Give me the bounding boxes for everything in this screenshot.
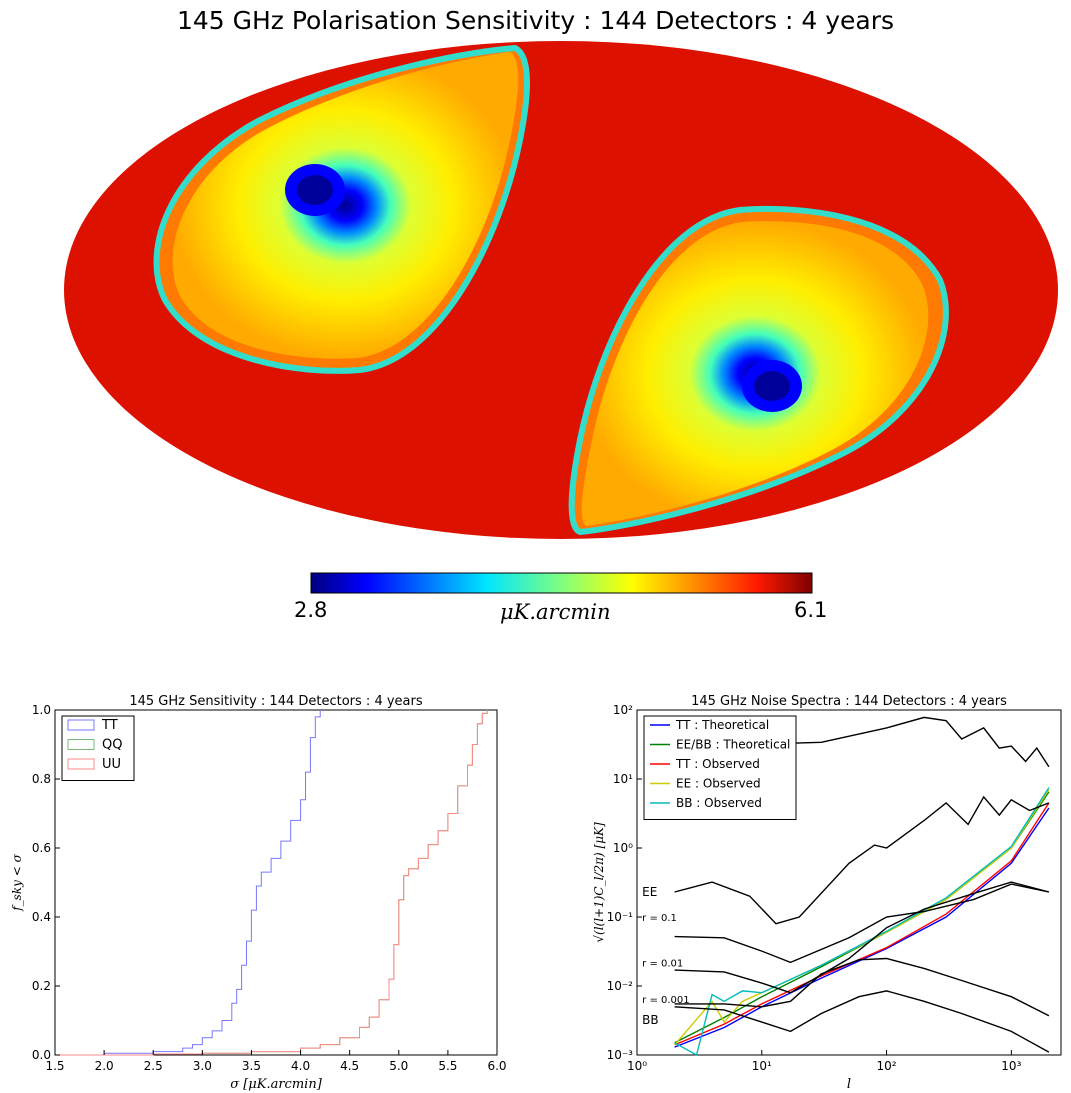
x-tick-label: 10⁰: [627, 1059, 647, 1073]
plot-frame: [636, 709, 1062, 1056]
legend-swatch: [67, 739, 95, 750]
x-tick-label: 4.5: [340, 1059, 359, 1073]
y-tick-label: 10⁻¹: [607, 910, 634, 924]
y-axis-label: f_sky < σ: [10, 853, 24, 911]
series-line-3: [674, 789, 1050, 1046]
series-line-2: [55, 710, 488, 1056]
x-axis-label: l: [847, 1077, 851, 1092]
sky-map: [64, 41, 1058, 594]
plot-frame: [54, 709, 498, 1056]
chart-title: 145 GHz Noise Spectra : 144 Detectors : …: [691, 694, 1007, 709]
sensitivity-cdf-chart: 145 GHz Sensitivity : 144 Detectors : 4 …: [10, 694, 507, 1092]
legend-label: TT: [101, 718, 118, 733]
colorbar-unit-label: μK.arcmin: [500, 600, 611, 624]
series-line-0: [55, 710, 321, 1056]
x-axis-label: σ [μK.arcmin]: [230, 1077, 322, 1092]
series-line-9: [674, 957, 1050, 1017]
x-tick-label: 10¹: [752, 1059, 772, 1073]
annotation-label: BB: [642, 1013, 658, 1027]
legend-label: BB : Observed: [676, 796, 762, 810]
legend-label: UU: [102, 757, 121, 772]
series-line-6: [674, 795, 1050, 925]
x-tick-label: 6.0: [487, 1059, 506, 1073]
x-tick-label: 2.0: [95, 1059, 114, 1073]
series-line-1: [674, 791, 1050, 1044]
series-line-7: [674, 883, 1050, 964]
y-tick-label: 0.0: [32, 1048, 51, 1062]
chart-title: 145 GHz Sensitivity : 144 Detectors : 4 …: [129, 694, 422, 709]
y-tick-label: 10²: [613, 703, 633, 717]
x-tick-label: 10²: [877, 1059, 897, 1073]
x-tick-label: 5.5: [438, 1059, 457, 1073]
series-line-8: [674, 881, 1050, 994]
annotation-label: r = 0.1: [642, 913, 677, 924]
series-line-2: [674, 802, 1050, 1046]
noise-spectra-chart: 145 GHz Noise Spectra : 144 Detectors : …: [592, 694, 1062, 1092]
legend-swatch: [67, 719, 95, 731]
y-tick-label: 10⁻³: [607, 1048, 634, 1062]
x-tick-label: 1.5: [45, 1059, 64, 1073]
annotation-label: r = 0.001: [642, 995, 689, 1006]
y-tick-label: 10⁻²: [607, 979, 634, 993]
y-tick-label: 0.8: [32, 772, 51, 786]
x-tick-label: 3.5: [242, 1059, 261, 1073]
y-tick-label: 0.2: [32, 979, 51, 993]
sky-map-pixels: [64, 41, 1058, 539]
y-tick-label: 0.4: [32, 910, 51, 924]
series-line-10: [674, 990, 1050, 1053]
legend-label: TT : Observed: [675, 757, 760, 771]
map-title: 145 GHz Polarisation Sensitivity : 144 D…: [176, 6, 895, 35]
legend-swatch: [67, 758, 95, 770]
series-line-4: [674, 787, 1050, 1057]
y-axis-label: √(l(l+1)C_l/2π) [μK]: [592, 822, 606, 943]
legend-label: QQ: [102, 738, 122, 753]
legend-label: EE/BB : Theoretical: [676, 738, 790, 752]
colorbar-max-label: 6.1: [794, 598, 828, 622]
x-tick-label: 3.0: [193, 1059, 212, 1073]
x-tick-label: 10³: [1001, 1059, 1021, 1073]
y-tick-label: 0.6: [32, 841, 51, 855]
y-tick-label: 1.0: [32, 703, 51, 717]
x-tick-label: 2.5: [144, 1059, 163, 1073]
legend-label: TT : Theoretical: [675, 718, 769, 732]
x-tick-label: 5.0: [389, 1059, 408, 1073]
annotation-label: r = 0.01: [642, 958, 683, 969]
colorbar: [310, 572, 813, 594]
legend-box: [61, 715, 135, 781]
annotation-label: EE: [642, 885, 657, 899]
legend-label: EE : Observed: [676, 777, 761, 791]
colorbar-min-label: 2.8: [294, 598, 328, 622]
x-tick-label: 4.0: [291, 1059, 310, 1073]
y-tick-label: 10⁰: [613, 841, 633, 855]
y-tick-label: 10¹: [613, 772, 633, 786]
series-line-0: [674, 807, 1050, 1048]
